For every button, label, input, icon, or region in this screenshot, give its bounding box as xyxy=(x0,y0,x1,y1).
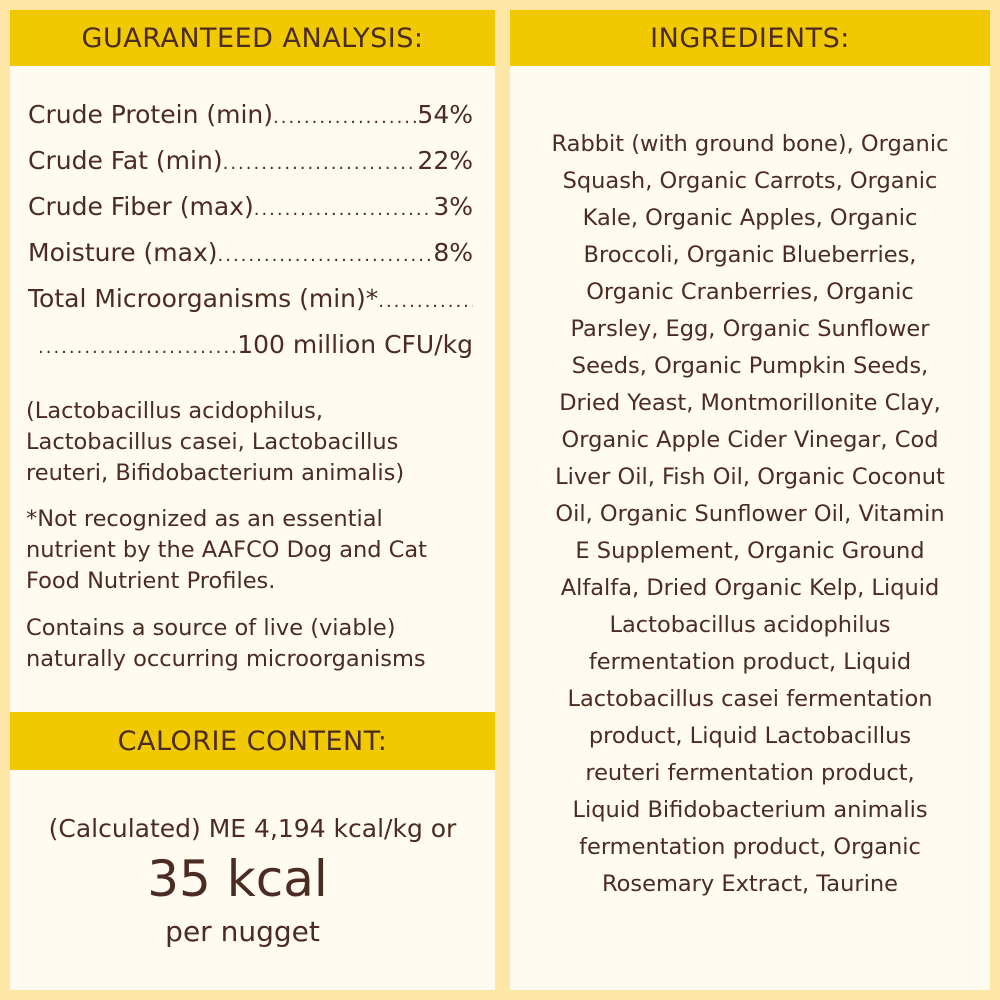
live-microorganisms-note: Contains a source of live (viable) natur… xyxy=(26,613,426,675)
ingredient-line: Lactobacillus casei fermentation xyxy=(567,686,933,712)
analysis-value: 54% xyxy=(417,100,473,129)
ingredient-line: Organic Cranberries, Organic xyxy=(586,279,914,305)
calorie-per-nugget-value: 35 kcal xyxy=(147,850,328,908)
analysis-row: Crude Fiber (max) 3% xyxy=(28,192,473,221)
ingredient-line: Dried Yeast, Montmorillonite Clay, xyxy=(559,390,941,416)
ingredient-line: E Supplement, Organic Ground xyxy=(575,538,925,564)
analysis-value: 8% xyxy=(433,238,473,267)
calorie-content-header: CALORIE CONTENT: xyxy=(10,712,495,770)
text-line: nutrient by the AAFCO Dog and Cat xyxy=(26,537,428,563)
analysis-row: Crude Protein (min) 54% xyxy=(28,100,473,129)
text-line: naturally occurring microorganisms xyxy=(26,646,426,672)
ingredient-line: Rabbit (with ground bone), Organic xyxy=(551,131,949,157)
ingredient-line: product, Liquid Lactobacillus xyxy=(588,723,912,749)
analysis-label: Moisture (max) xyxy=(28,238,218,267)
ingredient-line: fermentation product, Liquid xyxy=(588,649,912,675)
analysis-row: Moisture (max) 8% xyxy=(28,238,473,267)
ingredient-line: Kale, Organic Apples, Organic xyxy=(582,205,918,231)
text-line: *Not recognized as an essential xyxy=(26,506,383,532)
analysis-value: 100 million CFU/kg xyxy=(237,330,473,359)
guaranteed-analysis-header: GUARANTEED ANALYSIS: xyxy=(10,10,495,66)
leader-dots xyxy=(378,291,473,312)
ingredient-line: Liquid Bifidobacterium animalis xyxy=(572,797,928,823)
guaranteed-analysis-panel: GUARANTEED ANALYSIS: Crude Protein (min)… xyxy=(10,10,495,990)
leader-dots xyxy=(254,199,434,220)
ingredient-line: reuteri fermentation product, xyxy=(585,760,915,786)
analysis-row: Total Microorganisms (min)* xyxy=(28,284,473,313)
calorie-per-nugget-label: per nugget xyxy=(165,915,320,948)
analysis-label: Crude Protein (min) xyxy=(28,100,274,129)
ingredient-line: Parsley, Egg, Organic Sunflower xyxy=(570,316,930,342)
text-line: Lactobacillus casei, Lactobacillus xyxy=(26,429,399,455)
analysis-value: 3% xyxy=(433,192,473,221)
analysis-value: 22% xyxy=(417,146,473,175)
ingredient-line: Liver Oil, Fish Oil, Organic Coconut xyxy=(555,464,945,490)
strains-note: (Lactobacillus acidophilus, Lactobacillu… xyxy=(26,396,404,489)
leader-dots xyxy=(273,107,417,128)
ingredient-line: Broccoli, Organic Blueberries, xyxy=(583,242,917,268)
ingredient-line: Alfalfa, Dried Organic Kelp, Liquid xyxy=(560,575,940,601)
analysis-label: Crude Fat (min) xyxy=(28,146,223,175)
ingredient-line: Seeds, Organic Pumpkin Seeds, xyxy=(571,353,929,379)
aafco-footnote: *Not recognized as an essential nutrient… xyxy=(26,504,427,597)
ingredient-line: Squash, Organic Carrots, Organic xyxy=(562,168,938,194)
calorie-me-line: (Calculated) ME 4,194 kcal/kg or xyxy=(48,814,457,843)
analysis-label: Crude Fiber (max) xyxy=(28,192,254,221)
leader-dots xyxy=(38,337,237,358)
text-line: (Lactobacillus acidophilus, xyxy=(26,398,324,424)
analysis-label: Total Microorganisms (min)* xyxy=(28,284,379,313)
leader-dots xyxy=(218,245,434,266)
ingredients-list: Rabbit (with ground bone), Organic Squash… xyxy=(510,126,990,903)
analysis-row: Crude Fat (min) 22% xyxy=(28,146,473,175)
ingredient-line: fermentation product, Organic xyxy=(579,834,921,860)
leader-dots xyxy=(223,153,418,174)
ingredient-line: Lactobacillus acidophilus xyxy=(609,612,891,638)
analysis-row: 100 million CFU/kg xyxy=(38,330,473,359)
ingredients-header: INGREDIENTS: xyxy=(510,10,990,66)
text-line: reuteri, Bifidobacterium animalis) xyxy=(26,460,405,486)
text-line: Food Nutrient Profiles. xyxy=(26,568,276,594)
ingredient-line: Rosemary Extract, Taurine xyxy=(602,871,898,897)
ingredients-panel: INGREDIENTS: Rabbit (with ground bone), … xyxy=(510,10,990,990)
ingredient-line: Oil, Organic Sunflower Oil, Vitamin xyxy=(555,501,945,527)
text-line: Contains a source of live (viable) xyxy=(26,615,396,641)
ingredient-line: Organic Apple Cider Vinegar, Cod xyxy=(561,427,939,453)
